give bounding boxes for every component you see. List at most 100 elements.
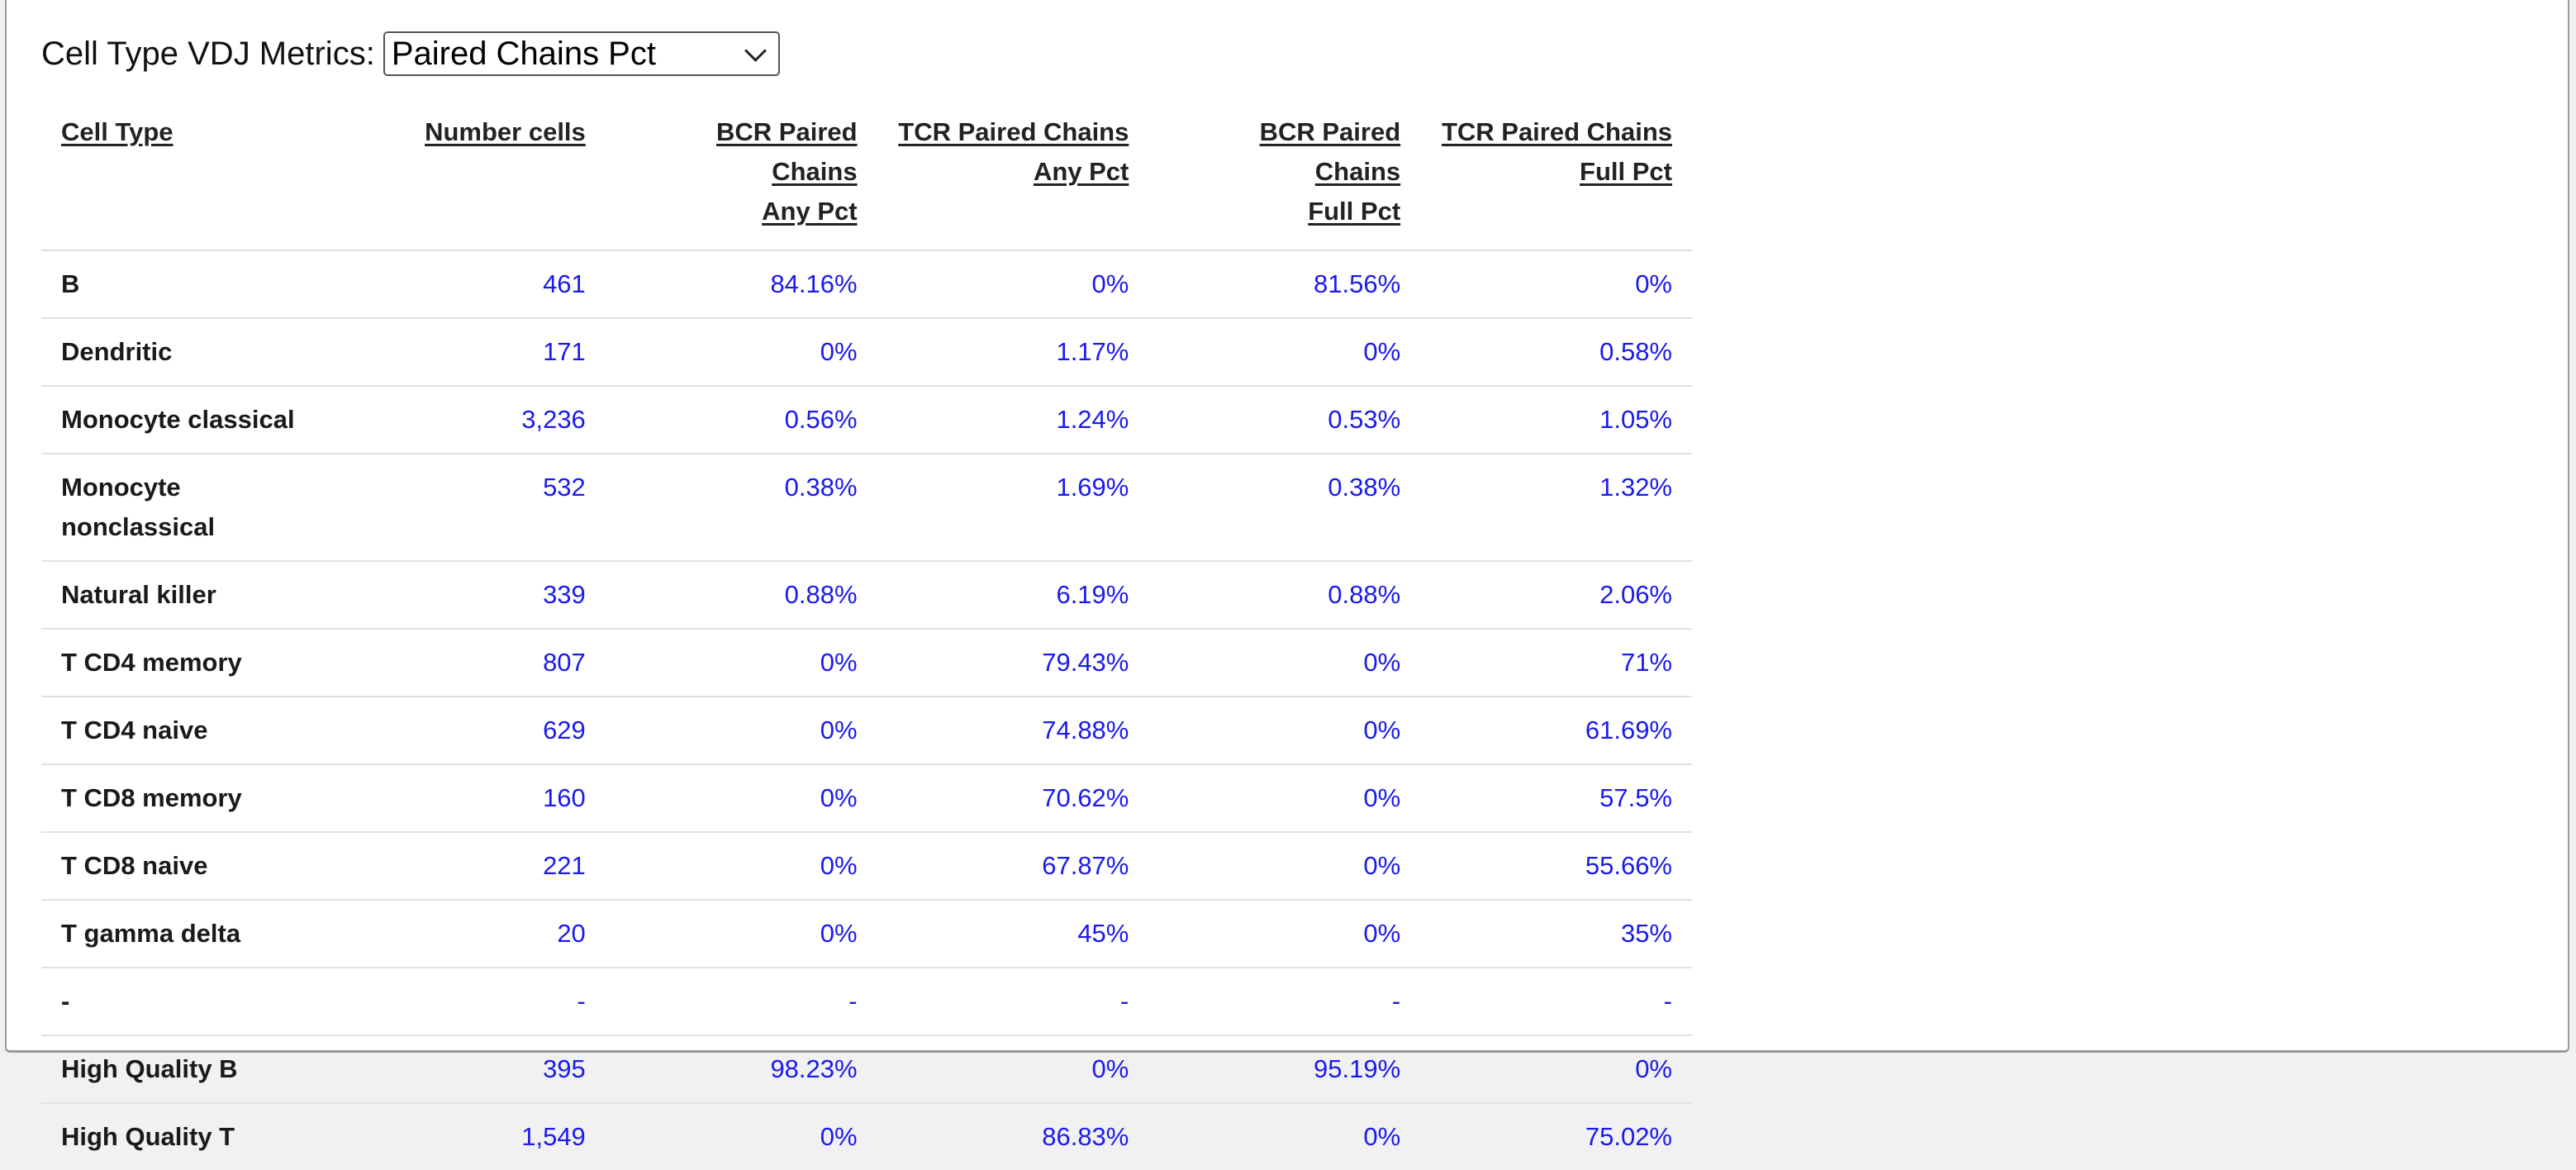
cell-type-name: Monocyte nonclassical — [41, 454, 347, 562]
tcr-full-value: 0.58% — [1420, 318, 1692, 387]
header-label[interactable]: Cell Type — [61, 117, 173, 146]
tcr-any-value: 79.43% — [877, 629, 1149, 697]
table-row: - - - - - - — [41, 968, 1692, 1036]
tcr-any-value: 86.83% — [1042, 1122, 1129, 1151]
tcr-full-value: 1.32% — [1420, 454, 1692, 562]
table-row: Natural killer 339 0.88% 6.19% 0.88% 2.0… — [41, 561, 1692, 630]
number-cells-value: 532 — [346, 454, 606, 562]
bcr-full-value: 0.88% — [1148, 561, 1421, 630]
bcr-any-value: - — [605, 968, 877, 1036]
bcr-any-value: 0% — [605, 697, 877, 765]
metric-selector-row: Cell Type VDJ Metrics: Paired Chains Pct — [41, 31, 780, 76]
table-row: T CD4 memory 807 0% 79.43% 0% 71% — [41, 629, 1692, 697]
tcr-any-value: 0% — [877, 250, 1149, 319]
tcr-full-value: 57.5% — [1420, 764, 1692, 833]
cell-type-name: T gamma delta — [41, 900, 347, 968]
bcr-full-value: 0.38% — [1148, 454, 1421, 562]
metric-select-dropdown[interactable]: Paired Chains Pct — [383, 31, 780, 76]
header-label[interactable]: BCR Paired Chains — [1259, 117, 1401, 186]
cell-type-name: T CD4 memory — [41, 629, 347, 697]
tcr-full-value: 0% — [1420, 1035, 1692, 1104]
tcr-any-value: - — [877, 968, 1149, 1036]
table-row: T gamma delta 20 0% 45% 0% 35% — [41, 900, 1692, 968]
cell-type-name: T CD8 naive — [41, 832, 347, 901]
tcr-any-value: 45% — [877, 900, 1149, 968]
bcr-any-value: 0% — [605, 764, 877, 833]
header-label[interactable]: TCR Paired Chains — [1441, 117, 1672, 146]
column-header-bcr-full[interactable]: BCR Paired Chains Full Pct — [1148, 107, 1421, 251]
table-row: T CD4 naive 629 0% 74.88% 0% 61.69% — [41, 697, 1692, 765]
column-header-tcr-any[interactable]: TCR Paired Chains Any Pct — [877, 107, 1149, 251]
number-cells-value: 221 — [346, 832, 606, 901]
bcr-any-value: 84.16% — [605, 250, 877, 319]
column-header-bcr-any[interactable]: BCR Paired Chains Any Pct — [605, 107, 877, 251]
cell-type-name: Monocyte classical — [41, 386, 347, 454]
number-cells-value: 160 — [346, 764, 606, 833]
bcr-full-value: 0% — [1148, 697, 1421, 765]
bcr-full-value: 81.56% — [1148, 250, 1421, 319]
cell-type-name: High Quality T — [61, 1122, 235, 1151]
header-label-line2[interactable]: Full Pct — [1580, 157, 1672, 186]
tcr-any-value: 1.69% — [877, 454, 1149, 562]
bcr-full-value: 0% — [1148, 629, 1421, 697]
cell-type-name: High Quality B — [41, 1035, 347, 1104]
header-label[interactable]: Number cells — [425, 117, 586, 146]
tcr-full-value: 0% — [1420, 250, 1692, 319]
tcr-full-value: 55.66% — [1420, 832, 1692, 901]
table-row: High Quality T 1,549 0% 86.83% 0% 75.02% — [41, 1103, 1692, 1170]
column-header-cell-type[interactable]: Cell Type — [41, 107, 347, 251]
bcr-full-value: 0% — [1148, 318, 1421, 387]
number-cells-value: 339 — [346, 561, 606, 630]
bcr-full-value: 0% — [1148, 764, 1421, 833]
tcr-any-value: 6.19% — [877, 561, 1149, 630]
column-header-number-cells[interactable]: Number cells — [346, 107, 606, 251]
tcr-any-value: 70.62% — [877, 764, 1149, 833]
number-cells-value: 3,236 — [346, 386, 606, 454]
bcr-any-value: 0% — [605, 629, 877, 697]
table-row: B 461 84.16% 0% 81.56% 0% — [41, 250, 1692, 319]
chevron-down-icon — [744, 39, 767, 62]
tcr-full-value: 35% — [1420, 900, 1692, 968]
header-label[interactable]: TCR Paired Chains — [898, 117, 1129, 146]
bcr-any-value: 0% — [605, 832, 877, 901]
header-label-line2[interactable]: Full Pct — [1308, 197, 1401, 226]
cell-type-name: Dendritic — [41, 318, 347, 387]
tcr-any-value: 67.87% — [877, 832, 1149, 901]
bcr-any-value: 0.38% — [605, 454, 877, 562]
column-header-tcr-full[interactable]: TCR Paired Chains Full Pct — [1420, 107, 1692, 251]
tcr-any-value: 74.88% — [877, 697, 1149, 765]
number-cells-value: 629 — [346, 697, 606, 765]
table-row: T CD8 naive 221 0% 67.87% 0% 55.66% — [41, 832, 1692, 901]
number-cells-value: 20 — [346, 900, 606, 968]
table-row: Dendritic 171 0% 1.17% 0% 0.58% — [41, 318, 1692, 387]
bcr-full-value: 0.53% — [1148, 386, 1421, 454]
number-cells-value: 1,549 — [521, 1122, 586, 1151]
bcr-full-value: - — [1148, 968, 1421, 1036]
tcr-full-value: 61.69% — [1420, 697, 1692, 765]
cell-type-metrics-table: Cell Type Number cells BCR Paired Chains… — [41, 107, 1692, 1170]
number-cells-value: 171 — [346, 318, 606, 387]
number-cells-value: 461 — [346, 250, 606, 319]
bcr-full-value: 95.19% — [1148, 1035, 1421, 1104]
table-row: T CD8 memory 160 0% 70.62% 0% 57.5% — [41, 764, 1692, 833]
header-label[interactable]: BCR Paired Chains — [716, 117, 858, 186]
bcr-full-value: 0% — [1148, 900, 1421, 968]
metric-selector-label: Cell Type VDJ Metrics: — [41, 35, 375, 72]
cell-type-name: Natural killer — [41, 561, 347, 630]
bcr-any-value: 0% — [605, 318, 877, 387]
bcr-any-value: 0% — [605, 900, 877, 968]
tcr-any-value: 1.24% — [877, 386, 1149, 454]
bcr-any-value: 0% — [820, 1122, 858, 1151]
cell-type-name: T CD8 memory — [41, 764, 347, 833]
cell-type-name: - — [41, 968, 347, 1036]
number-cells-value: 807 — [346, 629, 606, 697]
bcr-any-value: 0.88% — [605, 561, 877, 630]
tcr-full-value: 71% — [1420, 629, 1692, 697]
number-cells-value: - — [346, 968, 606, 1036]
header-label-line2[interactable]: Any Pct — [762, 197, 858, 226]
tcr-any-value: 0% — [877, 1035, 1149, 1104]
metrics-panel: Cell Type VDJ Metrics: Paired Chains Pct… — [5, 0, 2569, 1151]
header-label-line2[interactable]: Any Pct — [1033, 157, 1129, 186]
table-row: Monocyte nonclassical 532 0.38% 1.69% 0.… — [41, 454, 1692, 562]
number-cells-value: 395 — [346, 1035, 606, 1104]
